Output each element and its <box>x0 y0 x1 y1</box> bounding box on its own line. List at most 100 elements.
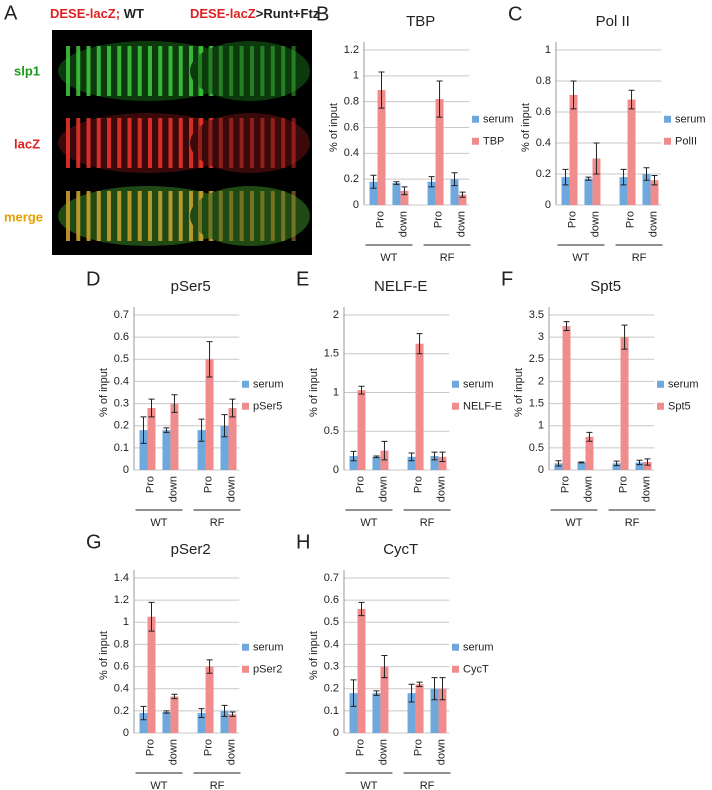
stripe <box>270 118 275 168</box>
y-tick-label: 1 <box>545 44 551 56</box>
bar <box>377 90 386 205</box>
stripe <box>291 118 296 168</box>
legend-label: PolII <box>675 136 697 148</box>
legend-swatch <box>242 380 249 388</box>
chart-title: NELF-E <box>374 278 427 295</box>
bar <box>380 666 389 733</box>
stripe <box>270 46 275 96</box>
stripe <box>178 191 183 241</box>
stripe <box>260 46 265 96</box>
error-bar <box>436 80 443 118</box>
stripe <box>168 46 173 96</box>
stripe <box>117 46 122 96</box>
bar <box>430 688 439 733</box>
chart-title: TBP <box>406 13 435 30</box>
y-tick-label: 1.2 <box>114 594 129 606</box>
x-tick-label: down <box>167 739 179 765</box>
group-label: RF <box>420 517 435 529</box>
error-bar <box>148 398 155 418</box>
bar <box>170 696 179 733</box>
bar <box>139 713 148 733</box>
bar <box>458 194 467 205</box>
legend-label: serum <box>668 379 699 391</box>
y-axis-label: % of input <box>98 368 110 417</box>
stripe <box>218 118 223 168</box>
legend-swatch <box>657 380 664 388</box>
column-title: DESE-lacZ>Runt+Ftz <box>190 6 320 21</box>
bar <box>577 462 586 470</box>
legend-label: serum <box>463 642 494 654</box>
bar <box>357 390 366 470</box>
bar <box>139 430 148 470</box>
stripe <box>291 46 296 96</box>
y-tick-label: 0.5 <box>114 353 129 365</box>
group-label: RF <box>632 252 647 264</box>
error-bar <box>416 333 423 355</box>
stripe <box>127 118 132 168</box>
x-tick-label: Pro <box>566 211 578 228</box>
error-bar <box>563 321 570 331</box>
bar <box>228 408 237 470</box>
stripe <box>158 191 163 241</box>
stripe <box>281 46 286 96</box>
bar <box>592 158 601 205</box>
panel-letter: C <box>508 3 522 25</box>
bar <box>162 711 171 733</box>
legend-label: serum <box>253 642 284 654</box>
error-bar <box>431 451 438 461</box>
stripe <box>239 191 244 241</box>
stripe <box>107 46 111 96</box>
stripe <box>96 46 101 96</box>
stripe <box>270 191 275 241</box>
stripe <box>158 118 163 168</box>
legend-swatch <box>452 665 459 673</box>
legend-swatch <box>472 115 479 123</box>
bar <box>415 343 424 470</box>
embryo-stripes <box>58 41 310 246</box>
bar <box>612 463 621 470</box>
x-tick-label: down <box>167 476 179 502</box>
y-tick-label: 0.6 <box>536 106 551 118</box>
error-bar <box>621 324 628 350</box>
column-title: DESE-lacZ; WT <box>50 6 144 21</box>
bar <box>162 430 171 470</box>
y-tick-label: 0.8 <box>536 75 551 87</box>
bar <box>170 403 179 470</box>
stripe <box>107 118 111 168</box>
bar <box>438 456 447 470</box>
stripe <box>168 191 173 241</box>
bar <box>627 99 636 205</box>
bar <box>415 684 424 733</box>
stripe <box>117 118 122 168</box>
y-axis-label: % of input <box>308 631 320 680</box>
y-tick-label: 1.2 <box>344 44 359 56</box>
y-tick-label: 0.4 <box>114 375 129 387</box>
y-tick-label: 0.5 <box>324 616 339 628</box>
stripe <box>148 191 152 241</box>
legend-label: serum <box>483 114 514 126</box>
legend-label: CycT <box>463 664 489 676</box>
y-tick-label: 0.5 <box>324 425 339 437</box>
y-tick-label: 0.2 <box>536 168 551 180</box>
y-tick-label: 0.4 <box>324 638 339 650</box>
y-tick-label: 0.3 <box>114 397 129 409</box>
error-bar <box>585 176 592 181</box>
y-tick-label: 3 <box>538 331 544 343</box>
stripe <box>250 191 254 241</box>
error-bar <box>439 677 446 701</box>
bar <box>435 99 444 205</box>
y-tick-label: 0 <box>545 199 551 211</box>
error-bar <box>148 601 155 632</box>
bar <box>197 713 206 733</box>
x-tick-label: down <box>397 211 409 237</box>
chart-title: Spt5 <box>590 278 621 295</box>
stripe <box>66 191 70 241</box>
error-bar <box>636 459 643 466</box>
stripe <box>218 46 223 96</box>
x-tick-label: Pro <box>617 476 629 493</box>
x-tick-label: down <box>640 476 652 502</box>
error-bar <box>570 80 577 110</box>
error-bar <box>358 385 365 395</box>
stripe <box>107 191 111 241</box>
